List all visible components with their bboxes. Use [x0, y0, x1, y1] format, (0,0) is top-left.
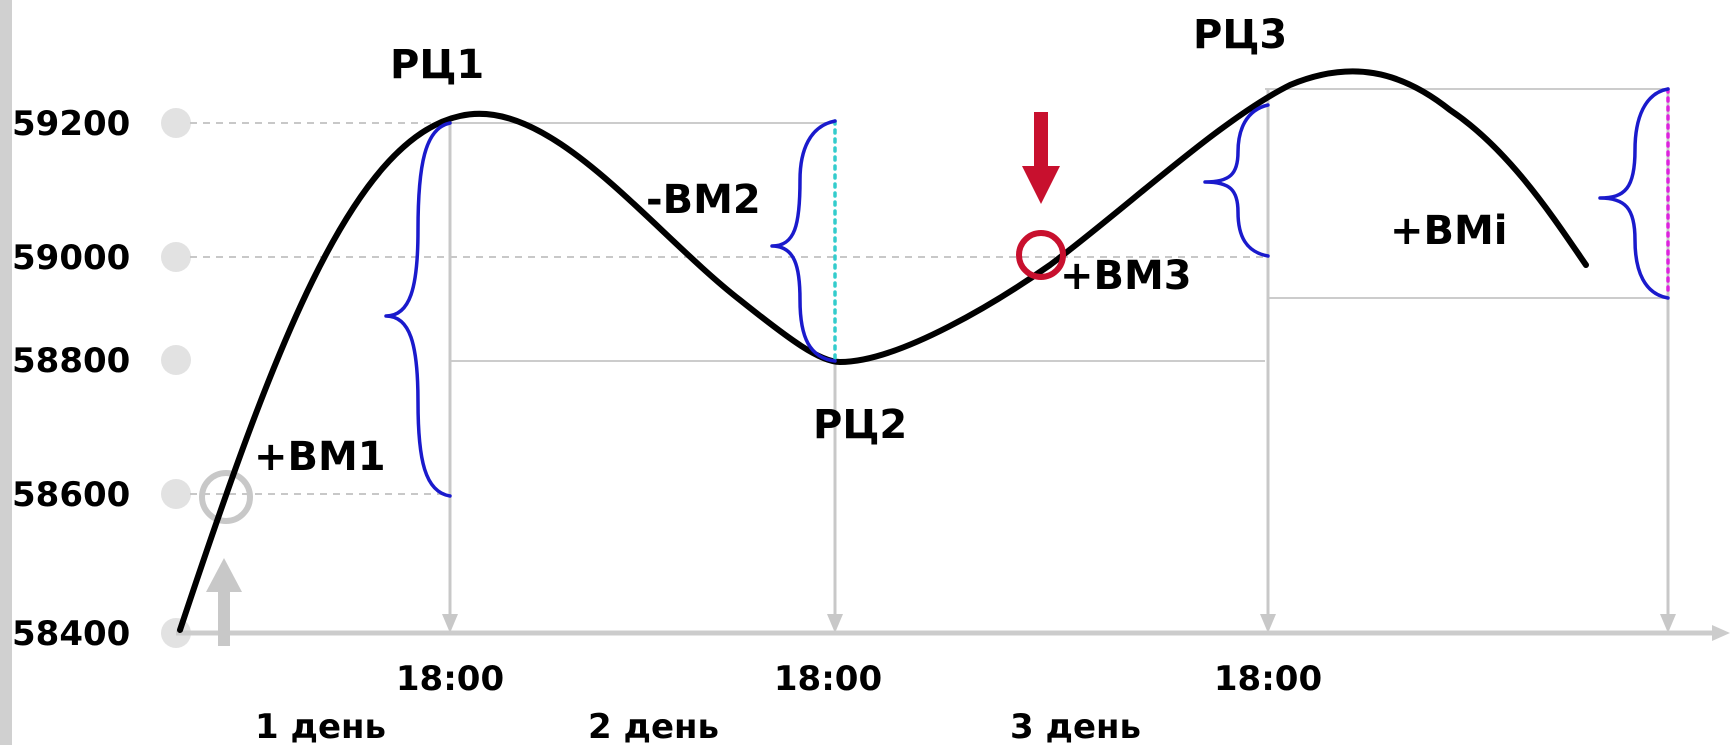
price-curve — [177, 68, 1589, 633]
day-label-3: 3 день — [1010, 707, 1141, 745]
entry-arrow-head — [1022, 166, 1060, 204]
x-axis-arrow-head — [1712, 625, 1730, 641]
rc1-label: РЦ1 — [390, 42, 484, 88]
vm2-brace — [770, 119, 837, 363]
entry-arrow-shaft — [1034, 112, 1048, 170]
y-label-59000: 59000 — [12, 238, 130, 278]
vm1-brace — [384, 121, 452, 498]
rc2-label: РЦ2 — [813, 402, 907, 448]
braces — [384, 87, 1670, 498]
vline-1-arrow — [442, 614, 458, 633]
vmi-brace — [1598, 87, 1670, 300]
vm2-label: -ВМ2 — [646, 177, 761, 223]
vm1-label: +ВМ1 — [254, 434, 386, 480]
y-label-58400: 58400 — [12, 614, 130, 654]
y-label-58800: 58800 — [12, 341, 130, 381]
vm3-label: +ВМ3 — [1060, 253, 1192, 299]
entry-marker — [1016, 112, 1066, 280]
vline-2-arrow — [827, 614, 843, 633]
y-label-58600: 58600 — [12, 475, 130, 515]
y-tick-dot-59200 — [161, 108, 191, 138]
dashed-guides — [190, 122, 1265, 495]
day-label-2: 2 день — [588, 707, 719, 745]
vline-4-arrow — [1660, 614, 1676, 633]
start-marker — [199, 470, 253, 646]
vertical-guides — [442, 89, 1676, 633]
y-label-59200: 59200 — [12, 104, 130, 144]
start-circle — [199, 470, 253, 524]
vline-3-arrow — [1260, 614, 1276, 633]
day-label-1: 1 день — [255, 707, 386, 745]
start-arrow-head — [206, 558, 242, 592]
left-edge-bar — [0, 0, 12, 745]
time-label-1: 18:00 — [396, 659, 504, 699]
vmi-label: +ВМi — [1390, 208, 1508, 254]
y-tick-dot-58600 — [161, 479, 191, 509]
vm3-brace — [1203, 103, 1270, 258]
time-label-3: 18:00 — [1214, 659, 1322, 699]
y-tick-dot-58800 — [161, 345, 191, 375]
y-tick-dot-59000 — [161, 242, 191, 272]
entry-circle — [1016, 230, 1066, 280]
rc3-label: РЦ3 — [1193, 12, 1287, 58]
y-tick-dots — [161, 108, 191, 648]
x-axis — [176, 625, 1730, 641]
start-arrow-shaft — [218, 588, 230, 646]
time-label-2: 18:00 — [774, 659, 882, 699]
